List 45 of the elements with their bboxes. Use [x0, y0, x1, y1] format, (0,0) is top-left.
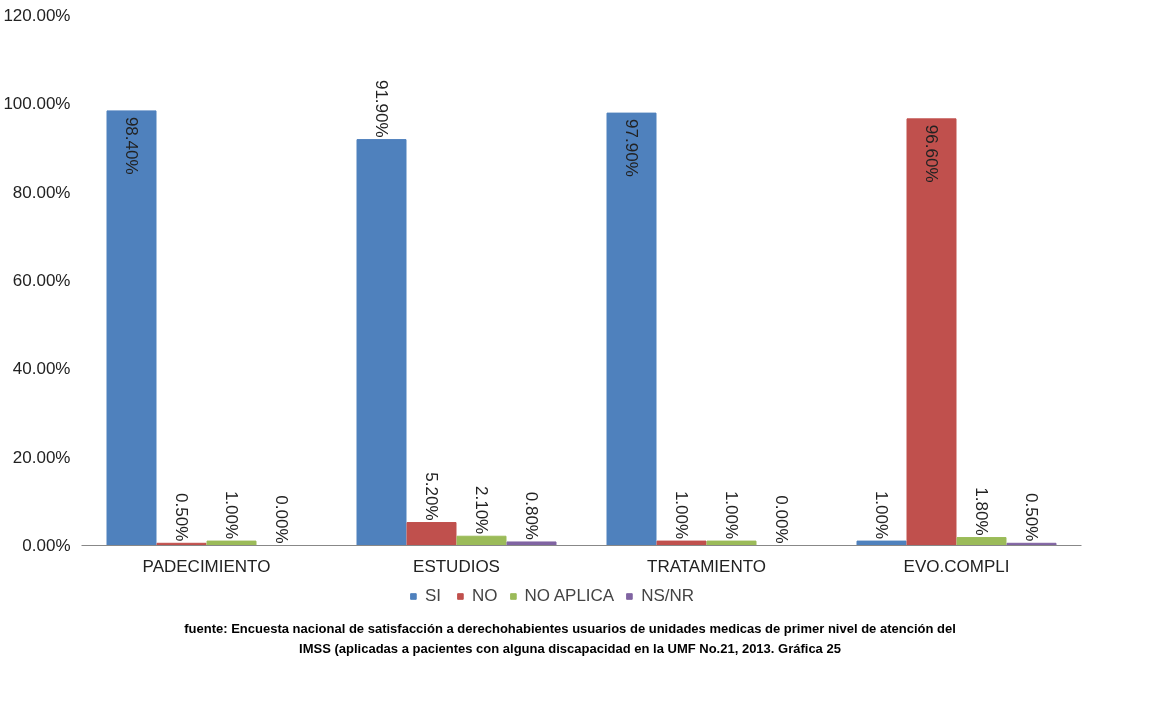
data-label: 0.00%: [772, 495, 791, 544]
bar: [356, 139, 407, 546]
y-tick-label: 0.00%: [22, 536, 71, 555]
legend-label: NO APLICA: [524, 586, 615, 606]
data-label: 0.80%: [522, 491, 541, 540]
bar: [206, 540, 257, 546]
source-note: fuente: Encuesta nacional de satisfacción a derechohabientes usuarios de unidades medicas de primer nivel de atención del: [184, 621, 956, 636]
y-tick-label: 40.00%: [12, 359, 71, 379]
data-label: 1.00%: [672, 490, 691, 540]
y-tick-label: 100.00%: [3, 94, 71, 114]
y-tick-label: 60.00%: [12, 271, 71, 290]
data-label: 0.00%: [272, 495, 291, 544]
bar: [406, 522, 457, 546]
data-label: 91.90%: [372, 79, 391, 138]
bar: [456, 535, 507, 546]
legend-label: SI: [424, 586, 442, 606]
x-tick-label: TRATAMIENTO: [647, 556, 766, 576]
bar: [106, 110, 157, 546]
y-tick-label: 80.00%: [12, 182, 71, 202]
bar: [506, 541, 557, 546]
data-label: 5.20%: [422, 472, 441, 521]
y-tick-label: 120.00%: [3, 6, 71, 25]
data-label: 1.80%: [972, 487, 991, 536]
data-label: 1.00%: [222, 490, 241, 540]
y-tick-label: 20.00%: [12, 447, 71, 467]
data-label: 98.40%: [122, 116, 141, 175]
bar: [656, 540, 707, 546]
data-label: 1.00%: [872, 490, 891, 540]
bar: [856, 540, 907, 546]
data-label: 97.90%: [622, 119, 641, 177]
data-label: 96.60%: [922, 124, 941, 183]
legend-label: NO: [471, 586, 498, 606]
bar: [956, 537, 1007, 546]
bar: [906, 118, 957, 546]
bar: [606, 112, 657, 546]
x-tick-label: PADECIMIENTO: [142, 556, 271, 576]
data-label: 0.50%: [1022, 493, 1041, 542]
legend-label: NS/NR: [641, 586, 695, 606]
text: IMSS (aplicadas a pacientes con alguna discapacidad en la UMF No.21, 2013. Gráfica 25: [299, 640, 841, 656]
data-label: 1.00%: [722, 490, 741, 540]
x-tick-label: ESTUDIOS: [413, 556, 500, 576]
bar: [706, 540, 757, 546]
data-label: 2.10%: [472, 486, 491, 535]
x-tick-label: EVO.COMPLI: [903, 556, 1010, 576]
data-label: 0.50%: [172, 493, 191, 542]
